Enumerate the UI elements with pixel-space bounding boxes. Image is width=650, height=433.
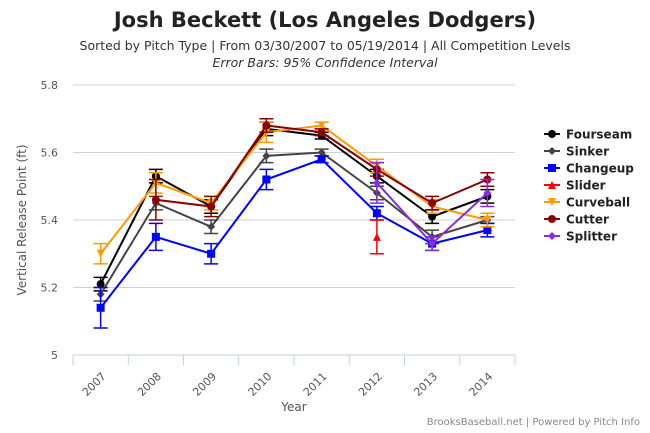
- y-axis-label: Vertical Release Point (ft): [15, 144, 29, 295]
- legend-label: Sinker: [566, 145, 609, 159]
- chart-subtitle: Sorted by Pitch Type | From 03/30/2007 t…: [79, 38, 571, 53]
- legend-label: Curveball: [566, 196, 630, 210]
- series-cutter: [148, 118, 495, 221]
- x-tick-label: 2014: [467, 370, 496, 399]
- chart-title: Josh Beckett (Los Angeles Dodgers): [113, 8, 537, 32]
- data-point: [262, 151, 271, 160]
- credit-text: BrooksBaseball.net | Powered by Pitch In…: [426, 417, 640, 428]
- x-tick-label: 2008: [135, 370, 164, 399]
- x-tick-label: 2013: [411, 370, 440, 399]
- data-point: [372, 178, 381, 187]
- series-line: [99, 127, 488, 285]
- legend-label: Changeup: [566, 162, 634, 176]
- y-tick-label: 5.6: [41, 147, 59, 160]
- x-axis: 2007 2008 2009 2010 2011 2012 2013 2014: [72, 354, 516, 399]
- legend-marker: [548, 164, 556, 172]
- legend-marker: [548, 147, 556, 155]
- data-point: [483, 226, 492, 235]
- legend-marker: [548, 232, 556, 240]
- legend-label: Cutter: [566, 213, 609, 227]
- legend: Fourseam Sinker Changeup Slider Curveball Cut…: [544, 128, 634, 244]
- data-point: [96, 249, 105, 258]
- x-tick-label: 2010: [246, 370, 275, 399]
- legend-item-slider[interactable]: Slider: [544, 179, 606, 193]
- y-tick-label: 5: [51, 349, 58, 362]
- legend-marker: [548, 215, 556, 223]
- data-point: [151, 195, 160, 204]
- x-tick-label: 2007: [80, 370, 109, 399]
- legend-item-splitter[interactable]: Splitter: [544, 230, 617, 244]
- data-point: [207, 202, 216, 211]
- data-point: [262, 121, 271, 130]
- data-point: [428, 199, 437, 208]
- data-point: [96, 303, 105, 312]
- chart-error-note: Error Bars: 95% Confidence Interval: [212, 55, 438, 70]
- legend-item-fourseam[interactable]: Fourseam: [544, 128, 632, 142]
- series-line: [99, 151, 488, 295]
- legend-label: Slider: [566, 179, 606, 193]
- x-tick-label: 2009: [190, 370, 219, 399]
- legend-item-changeup[interactable]: Changeup: [544, 162, 634, 176]
- data-point: [207, 222, 216, 231]
- data-point: [151, 232, 160, 241]
- x-tick-label: 2012: [356, 370, 385, 399]
- data-point: [483, 189, 492, 197]
- series-line: [99, 158, 488, 309]
- legend-label: Fourseam: [566, 128, 632, 142]
- data-point: [372, 209, 381, 218]
- legend-item-curveball[interactable]: Curveball: [544, 196, 630, 210]
- data-point: [317, 155, 326, 164]
- series-slider: [369, 219, 384, 255]
- data-point: [483, 216, 492, 224]
- data-point: [428, 239, 437, 248]
- y-tick-label: 5.2: [41, 282, 59, 295]
- data-point: [207, 249, 216, 258]
- y-tick-label: 5.4: [41, 214, 59, 227]
- legend-item-cutter[interactable]: Cutter: [544, 213, 609, 227]
- grid: [73, 84, 515, 288]
- data-point: [317, 128, 326, 137]
- data-point: [96, 280, 105, 289]
- series-splitter: [369, 161, 495, 252]
- legend-item-sinker[interactable]: Sinker: [544, 145, 609, 159]
- series-layer: [93, 118, 495, 329]
- legend-marker: [548, 130, 556, 138]
- legend-marker: [548, 198, 556, 206]
- legend-marker: [548, 181, 556, 189]
- y-tick-label: 5.8: [41, 79, 59, 92]
- data-point: [428, 212, 437, 221]
- legend-label: Splitter: [566, 230, 617, 244]
- x-tick-label: 2011: [301, 370, 330, 399]
- data-point: [372, 232, 381, 241]
- data-point: [262, 175, 271, 184]
- data-point: [317, 148, 326, 157]
- x-axis-label: Year: [280, 400, 306, 414]
- data-point: [317, 121, 326, 130]
- y-axis-ticks: 5 5.2 5.4 5.6 5.8: [41, 79, 59, 362]
- series-sinker: [93, 148, 495, 302]
